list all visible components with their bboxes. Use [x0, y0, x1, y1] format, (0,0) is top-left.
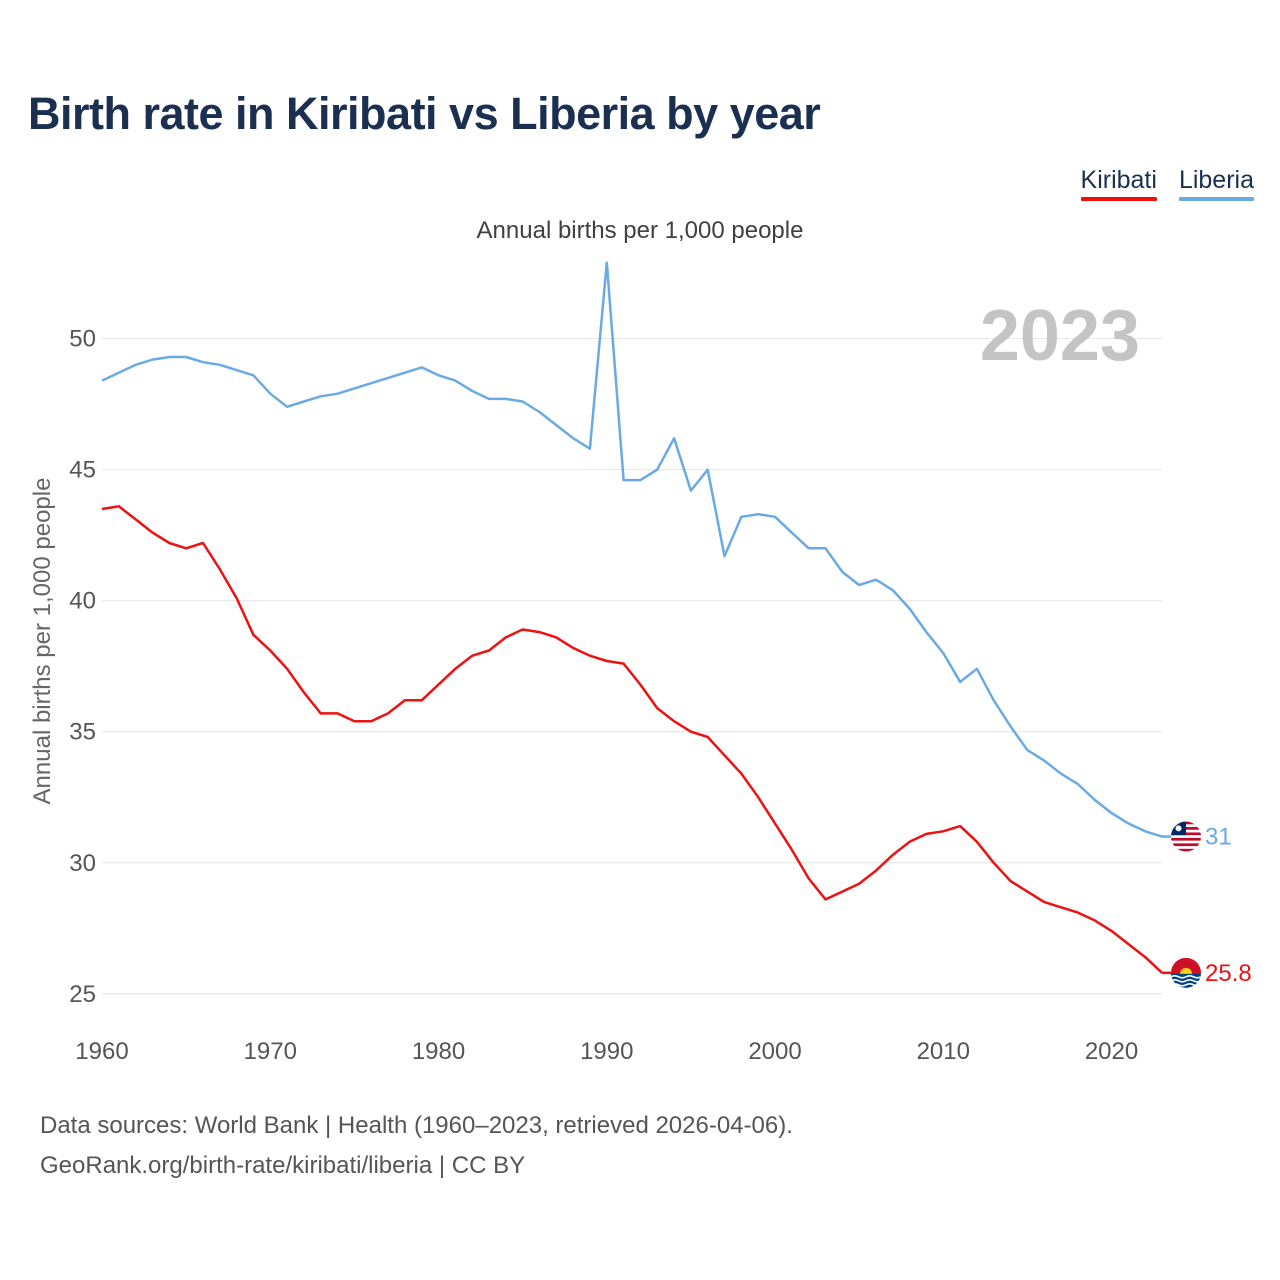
legend-item-kiribati[interactable]: Kiribati [1080, 166, 1157, 201]
y-tick-label-35: 35 [69, 719, 96, 746]
legend-label-kiribati: Kiribati [1080, 166, 1157, 194]
end-value-label-liberia: 31 [1205, 824, 1232, 851]
x-tick-label-2020: 2020 [1085, 1038, 1138, 1065]
grid-layer [102, 338, 1162, 995]
sources-line-1: Data sources: World Bank | Health (1960–… [40, 1112, 793, 1139]
x-tick-label-1990: 1990 [580, 1038, 633, 1065]
x-tick-label-1970: 1970 [244, 1038, 297, 1065]
end-value-label-kiribati: 25.8 [1205, 960, 1252, 987]
series-line-kiribati[interactable] [101, 505, 1163, 974]
end-labels-layer: 25.8 31 [1162, 821, 1252, 988]
liberia-flag-icon [1171, 821, 1201, 852]
kiribati-flag-icon [1171, 957, 1201, 988]
legend: Kiribati Liberia [1080, 166, 1254, 201]
sources-line-2[interactable]: GeoRank.org/birth-rate/kiribati/liberia … [40, 1152, 526, 1179]
y-tick-label-25: 25 [69, 981, 96, 1008]
series-layer [101, 261, 1163, 974]
y-axis-title: Annual births per 1,000 people [29, 478, 56, 805]
legend-item-liberia[interactable]: Liberia [1178, 166, 1254, 201]
axis-layer: 25 30 35 40 45 50 1960 1970 1980 1990 2000 2010 2020 [69, 326, 1138, 1065]
x-tick-label-1980: 1980 [412, 1038, 465, 1065]
x-tick-label-1960: 1960 [75, 1038, 128, 1065]
x-tick-label-2010: 2010 [917, 1038, 970, 1065]
y-tick-label-30: 30 [69, 850, 96, 877]
chart-title: Birth rate in Kiribati vs Liberia by yea… [28, 88, 821, 139]
y-tick-label-45: 45 [69, 457, 96, 484]
series-line-liberia[interactable] [101, 261, 1163, 838]
legend-swatch-kiribati [1080, 197, 1157, 201]
year-watermark: 2023 [980, 296, 1140, 376]
y-tick-label-40: 40 [69, 588, 96, 615]
data-sources: Data sources: World Bank | Health (1960–… [40, 1106, 793, 1186]
y-tick-label-50: 50 [69, 326, 96, 353]
legend-label-liberia: Liberia [1178, 166, 1254, 194]
x-tick-label-2000: 2000 [748, 1038, 801, 1065]
chart-subtitle: Annual births per 1,000 people [476, 217, 804, 244]
legend-swatch-liberia [1178, 197, 1254, 201]
